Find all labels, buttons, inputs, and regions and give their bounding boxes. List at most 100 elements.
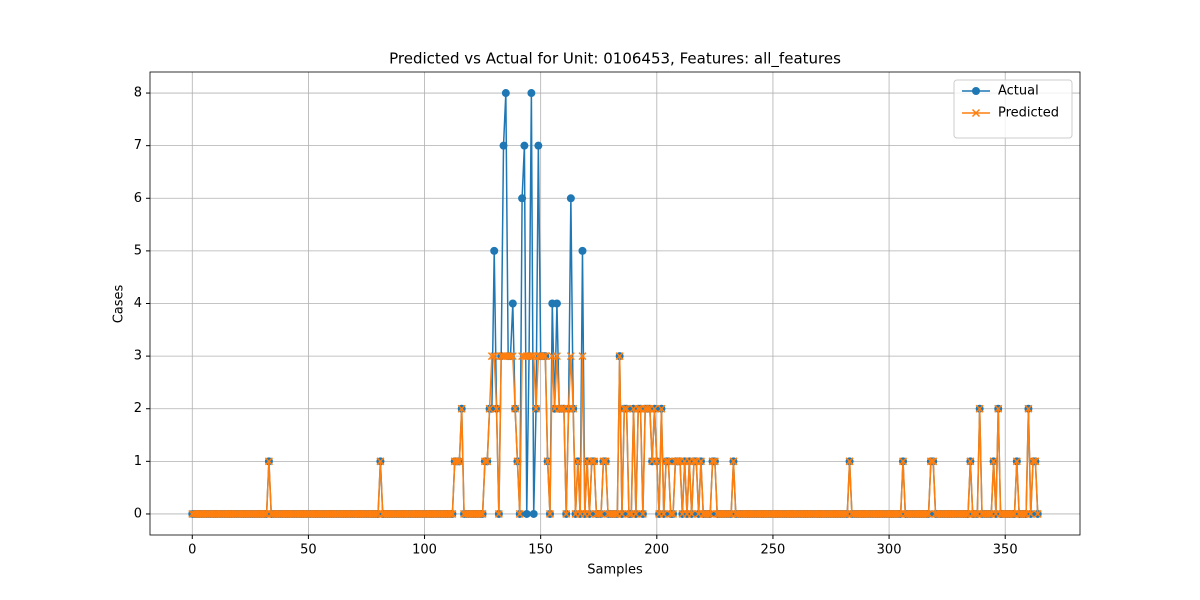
marker bbox=[989, 457, 998, 466]
marker bbox=[1024, 404, 1033, 413]
marker bbox=[724, 509, 733, 518]
marker bbox=[1031, 457, 1040, 466]
marker bbox=[631, 509, 640, 518]
marker bbox=[527, 352, 536, 361]
marker bbox=[622, 404, 631, 413]
x-tick-label: 200 bbox=[644, 543, 669, 558]
marker bbox=[566, 194, 575, 203]
y-tick-label: 7 bbox=[134, 138, 142, 153]
marker bbox=[457, 404, 466, 413]
marker bbox=[490, 246, 499, 255]
marker bbox=[513, 457, 522, 466]
marker bbox=[1008, 509, 1017, 518]
marker bbox=[511, 404, 520, 413]
marker bbox=[845, 457, 854, 466]
marker bbox=[689, 457, 699, 466]
marker bbox=[531, 404, 541, 413]
marker bbox=[624, 509, 633, 518]
marker bbox=[534, 141, 543, 150]
marker bbox=[662, 457, 671, 466]
x-axis-label: Samples bbox=[587, 563, 643, 578]
marker bbox=[566, 352, 575, 361]
marker bbox=[984, 509, 993, 518]
x-tick-label: 350 bbox=[993, 543, 1018, 558]
marker bbox=[490, 352, 499, 361]
marker bbox=[585, 509, 594, 518]
marker bbox=[972, 87, 980, 95]
marker bbox=[538, 352, 548, 361]
marker bbox=[710, 457, 719, 466]
marker bbox=[557, 404, 566, 413]
x-tick-label: 300 bbox=[877, 543, 902, 558]
marker bbox=[1029, 457, 1038, 466]
marker bbox=[485, 404, 494, 413]
chart-title: Predicted vs Actual for Unit: 0106453, F… bbox=[389, 50, 841, 69]
marker bbox=[506, 352, 515, 361]
marker bbox=[687, 509, 696, 518]
marker bbox=[518, 194, 527, 203]
marker bbox=[492, 404, 501, 413]
marker bbox=[522, 509, 531, 518]
marker bbox=[552, 352, 561, 361]
marker bbox=[264, 457, 273, 466]
marker bbox=[487, 352, 496, 361]
marker bbox=[610, 509, 620, 518]
marker bbox=[520, 141, 529, 150]
marker bbox=[1026, 509, 1035, 518]
marker bbox=[703, 509, 712, 518]
marker bbox=[499, 141, 508, 150]
marker bbox=[924, 509, 933, 518]
marker bbox=[529, 509, 538, 518]
x-tick-label: 150 bbox=[528, 543, 553, 558]
y-tick-label: 6 bbox=[134, 191, 142, 206]
x-tick-label: 100 bbox=[412, 543, 437, 558]
marker bbox=[971, 108, 981, 118]
marker bbox=[590, 457, 599, 466]
legend-label: Actual bbox=[998, 84, 1039, 99]
marker bbox=[594, 509, 603, 518]
marker bbox=[729, 457, 738, 466]
marker bbox=[706, 509, 715, 518]
marker bbox=[578, 246, 587, 255]
marker bbox=[994, 404, 1003, 413]
marker bbox=[638, 509, 647, 518]
marker bbox=[376, 457, 385, 466]
marker bbox=[453, 457, 462, 466]
marker bbox=[1012, 457, 1021, 466]
marker bbox=[970, 509, 980, 518]
marker bbox=[543, 457, 552, 466]
marker bbox=[371, 509, 380, 518]
marker bbox=[569, 404, 578, 413]
marker bbox=[634, 404, 643, 413]
marker bbox=[448, 509, 457, 518]
legend: Actual Predicted bbox=[953, 79, 1073, 139]
y-tick-label: 2 bbox=[134, 401, 142, 416]
plot-frame bbox=[149, 71, 1081, 536]
marker bbox=[260, 509, 269, 518]
marker bbox=[840, 509, 849, 518]
legend-box bbox=[953, 79, 1073, 139]
marker bbox=[483, 457, 492, 466]
y-tick-label: 1 bbox=[134, 454, 142, 469]
y-tick-label: 4 bbox=[134, 296, 142, 311]
y-tick-label: 3 bbox=[134, 349, 142, 364]
marker bbox=[480, 457, 489, 466]
y-axis-label: Cases bbox=[112, 284, 127, 323]
marker bbox=[541, 352, 550, 361]
marker bbox=[708, 457, 717, 466]
marker bbox=[587, 457, 596, 466]
marker bbox=[926, 457, 935, 466]
marker bbox=[620, 404, 629, 413]
x-tick-label: 50 bbox=[300, 543, 317, 558]
marker bbox=[562, 509, 571, 518]
marker bbox=[898, 457, 908, 466]
marker bbox=[669, 509, 678, 518]
marker bbox=[501, 89, 510, 98]
marker bbox=[617, 509, 626, 518]
marker bbox=[508, 299, 517, 308]
marker bbox=[446, 509, 455, 518]
marker bbox=[650, 404, 659, 413]
marker bbox=[961, 509, 970, 518]
marker bbox=[664, 457, 673, 466]
marker bbox=[659, 509, 668, 518]
